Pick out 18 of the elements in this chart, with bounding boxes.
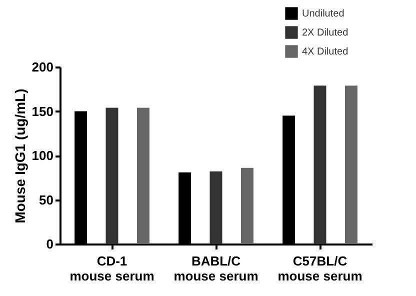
y-tick-label: 50 <box>39 192 54 208</box>
bar <box>240 168 254 244</box>
bar <box>136 108 150 244</box>
bar <box>106 108 118 244</box>
y-tick-label: 200 <box>32 60 54 74</box>
bar <box>344 86 358 244</box>
legend-label: Undiluted <box>302 8 344 20</box>
y-tick-label: 150 <box>32 104 54 119</box>
x-tick-label: CD-1 mouse serum <box>70 254 154 284</box>
legend-label: 4X Diluted <box>302 46 348 58</box>
y-tick-label: 100 <box>32 148 54 163</box>
x-tick-label: C57BL/C mouse serum <box>278 254 362 284</box>
bar <box>314 86 326 244</box>
x-tick-label: BABL/C mouse serum <box>174 254 258 284</box>
legend-label: 2X Diluted <box>302 28 348 38</box>
bar <box>210 171 222 244</box>
y-axis-title: Mouse IgG1 (ug/mL) <box>12 88 28 224</box>
y-tick-label: 0 <box>46 236 54 252</box>
